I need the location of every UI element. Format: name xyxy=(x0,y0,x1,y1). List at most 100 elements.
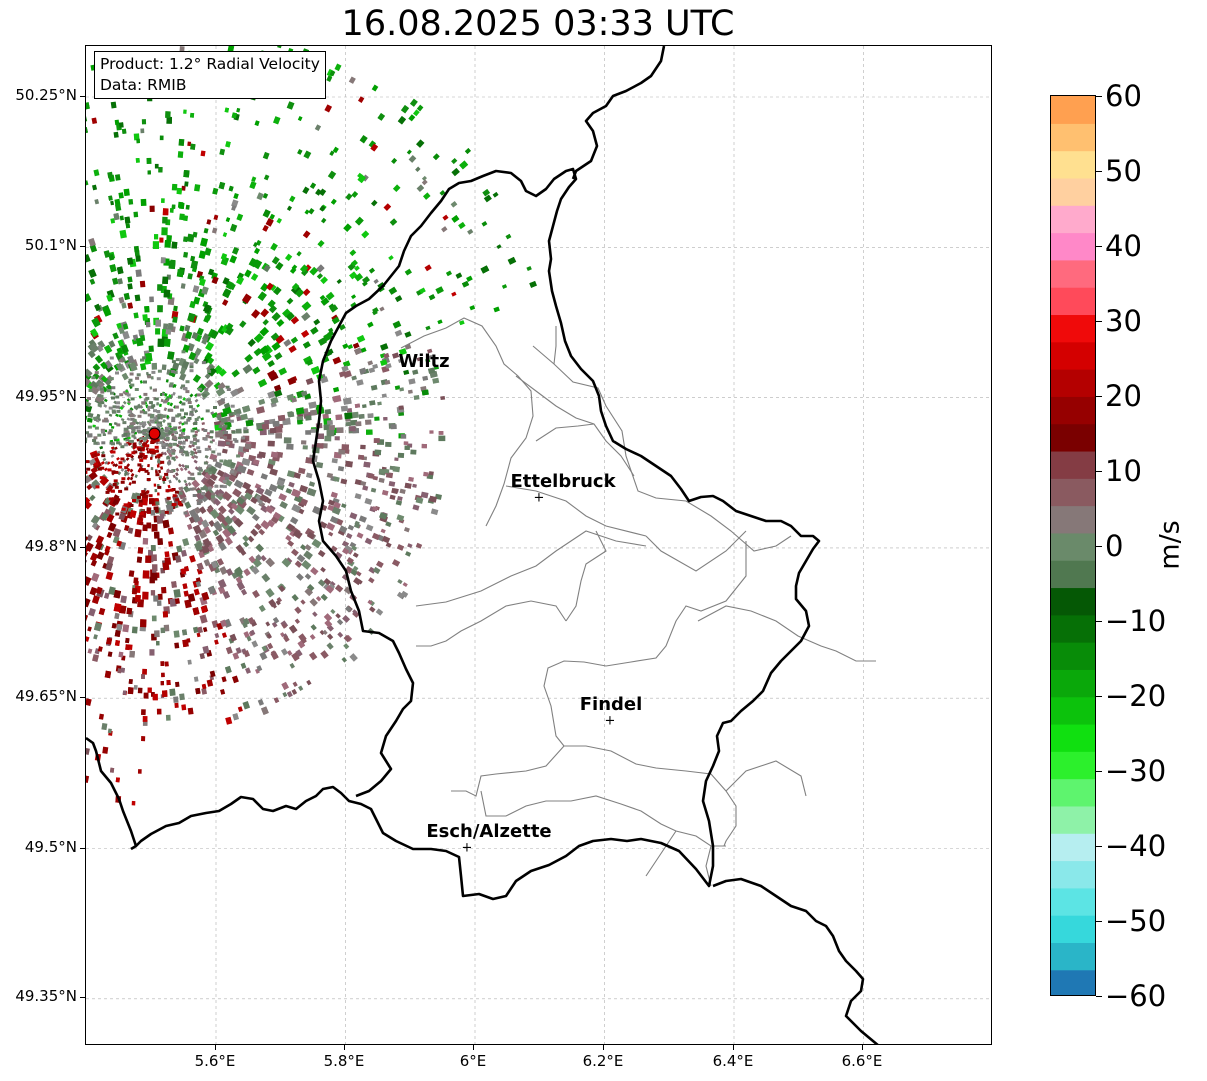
radar-echo xyxy=(113,589,122,599)
radar-echo xyxy=(172,435,177,439)
radar-echo xyxy=(209,473,218,481)
radar-echo xyxy=(126,468,131,472)
radar-echo xyxy=(355,421,362,427)
radar-echo xyxy=(111,470,116,474)
radar-echo xyxy=(126,393,131,397)
radar-echo xyxy=(193,588,200,596)
radar-echo xyxy=(219,619,227,628)
radar-echo xyxy=(112,498,119,506)
radar-echo xyxy=(166,679,171,686)
radar-echo xyxy=(412,369,419,375)
radar-echo xyxy=(96,413,101,417)
radar-echo xyxy=(217,440,226,447)
radar-echo xyxy=(358,515,367,523)
district-boundary xyxy=(451,745,565,797)
radar-echo xyxy=(273,286,282,296)
radar-echo xyxy=(326,75,333,82)
radar-echo xyxy=(140,358,144,362)
radar-echo xyxy=(117,471,122,476)
radar-echo xyxy=(147,450,151,454)
radar-echo xyxy=(121,302,127,309)
radar-echo xyxy=(268,483,278,493)
radar-echo xyxy=(404,445,410,450)
radar-echo xyxy=(119,215,124,221)
radar-echo xyxy=(166,401,171,406)
radar-echo xyxy=(265,557,275,568)
radar-echo xyxy=(334,551,343,559)
radar-echo xyxy=(409,98,418,107)
radar-echo xyxy=(101,450,105,455)
radar-echo xyxy=(160,398,164,403)
radar-echo xyxy=(187,417,192,420)
radar-echo xyxy=(99,387,104,391)
radar-echo xyxy=(266,633,272,639)
radar-echo xyxy=(225,385,230,389)
radar-echo xyxy=(139,380,143,384)
radar-echo xyxy=(149,296,154,303)
radar-echo xyxy=(147,687,152,693)
radar-echo xyxy=(146,429,151,433)
radar-echo xyxy=(157,305,163,313)
radar-echo xyxy=(181,499,186,503)
radar-echo xyxy=(217,417,222,421)
radar-echo xyxy=(149,649,155,656)
radar-echo xyxy=(164,429,169,433)
radar-echo xyxy=(214,484,219,488)
radar-echo xyxy=(363,461,371,468)
radar-echo xyxy=(91,317,101,328)
radar-echo xyxy=(163,624,170,632)
radar-echo xyxy=(368,606,376,613)
radar-echo xyxy=(150,590,156,596)
radar-echo xyxy=(112,483,117,486)
radar-echo xyxy=(107,468,112,472)
radar-echo xyxy=(187,707,194,715)
radar-echo xyxy=(193,357,200,365)
radar-echo xyxy=(99,394,104,398)
radar-echo xyxy=(137,547,144,554)
radar-echo xyxy=(105,490,110,494)
radar-echo xyxy=(91,184,98,191)
radar-echo xyxy=(157,369,162,373)
radar-echo xyxy=(167,422,172,426)
radar-echo xyxy=(141,468,146,472)
district-boundary xyxy=(564,745,737,847)
radar-echo xyxy=(87,433,93,438)
radar-echo xyxy=(160,627,166,634)
radar-echo xyxy=(291,397,297,403)
radar-echo xyxy=(120,480,125,484)
radar-echo xyxy=(123,427,128,431)
radar-echo xyxy=(326,429,335,437)
radar-echo xyxy=(308,651,318,661)
radar-echo xyxy=(136,556,143,563)
radar-echo xyxy=(189,555,196,563)
radar-echo xyxy=(143,455,148,458)
radar-echo xyxy=(192,626,199,634)
radar-echo xyxy=(354,272,364,282)
radar-echo xyxy=(157,538,163,545)
radar-echo xyxy=(100,512,109,521)
colorbar-segment xyxy=(1051,287,1095,316)
radar-echo xyxy=(354,403,361,408)
radar-echo xyxy=(301,301,312,311)
radar-echo xyxy=(203,429,208,432)
radar-echo xyxy=(104,419,109,423)
radar-echo xyxy=(91,595,100,605)
radar-echo xyxy=(385,363,392,369)
radar-echo xyxy=(278,367,288,376)
radar-echo xyxy=(98,713,105,720)
radar-echo xyxy=(433,365,440,370)
radar-echo xyxy=(185,465,189,469)
radar-echo xyxy=(451,215,460,223)
radar-echo xyxy=(496,244,502,249)
radar-echo xyxy=(134,388,139,391)
radar-echo xyxy=(118,296,125,304)
radar-echo xyxy=(187,273,193,280)
radar-echo xyxy=(129,407,134,412)
radar-echo xyxy=(109,377,114,381)
radar-echo xyxy=(240,588,248,596)
radar-echo xyxy=(397,452,405,459)
radar-echo xyxy=(129,650,135,658)
radar-echo xyxy=(158,469,161,474)
radar-echo xyxy=(297,419,303,425)
colorbar-tick-mark xyxy=(1096,246,1102,247)
